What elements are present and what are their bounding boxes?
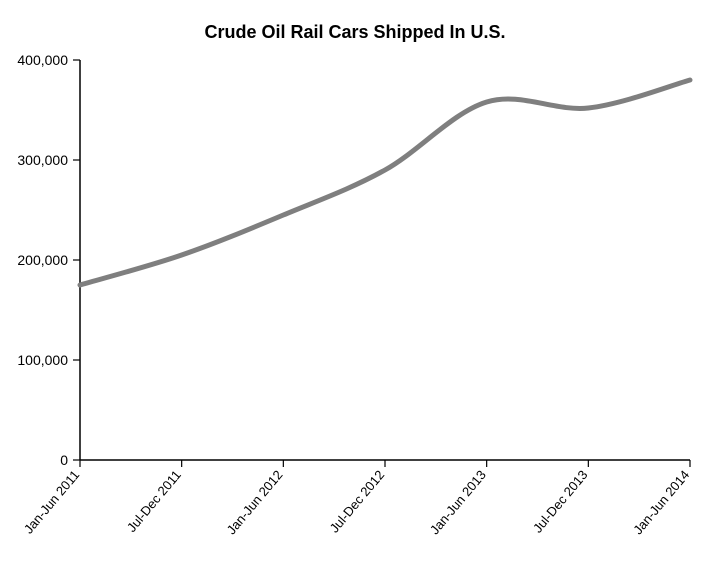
x-tick-label: Jan-Jun 2014 [630, 467, 692, 537]
y-tick-label: 400,000 [17, 52, 68, 68]
x-tick-label: Jan-Jun 2013 [427, 467, 489, 537]
chart-svg: 0 100,000 200,000 300,000 400,000 Jan-Jun 201… [0, 0, 710, 575]
x-tick-label: Jan-Jun 2011 [21, 467, 83, 536]
x-tick-label: Jul-Dec 2012 [327, 467, 388, 535]
y-tick-label: 200,000 [17, 252, 68, 268]
x-tick-label: Jan-Jun 2012 [224, 467, 286, 537]
x-tick-label: Jul-Dec 2011 [124, 467, 184, 535]
line-chart: Crude Oil Rail Cars Shipped In U.S. 0100… [0, 0, 710, 575]
y-tick-label: 300,000 [17, 152, 68, 168]
y-tick-label: 0 [60, 452, 68, 468]
y-tick-label: 100,000 [17, 352, 68, 368]
data-line [80, 80, 690, 285]
x-tick-label: Jul-Dec 2013 [530, 467, 591, 535]
